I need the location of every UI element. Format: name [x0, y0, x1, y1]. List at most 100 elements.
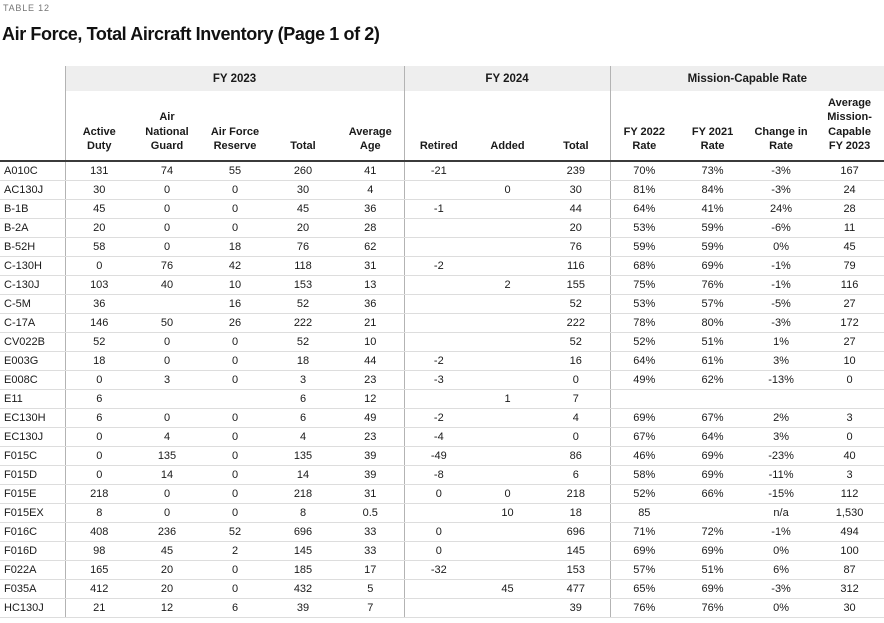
- cell: [403, 389, 474, 409]
- cell: [403, 275, 474, 295]
- cell: 0: [403, 522, 474, 542]
- cell: [678, 503, 748, 523]
- cell: -15%: [747, 484, 816, 504]
- cell: 0: [201, 484, 269, 504]
- table-row: C-5M 36 16 52 36 52 53% 57% -5% 27: [0, 294, 884, 314]
- cell: 0: [133, 237, 201, 257]
- cell: 52: [542, 332, 611, 352]
- cell: 69%: [678, 541, 748, 561]
- cell: 69%: [609, 408, 679, 428]
- cell: 218: [269, 484, 337, 504]
- cell: 6%: [747, 560, 816, 580]
- cell: 23: [337, 370, 405, 390]
- cell: 36: [64, 294, 133, 314]
- col-header-added: Added: [473, 91, 543, 162]
- cell: 412: [64, 579, 133, 599]
- cell: 6: [269, 389, 337, 409]
- cell: 260: [269, 161, 337, 181]
- cell: 59%: [678, 218, 748, 238]
- table-row: F016D 98 45 2 145 33 0 145 69% 69% 0% 100: [0, 541, 884, 561]
- cell: 61%: [678, 351, 748, 371]
- cell: 75%: [609, 275, 679, 295]
- cell: 18: [201, 237, 269, 257]
- cell: 0: [201, 446, 269, 466]
- group-header-fy2023: FY 2023: [64, 66, 405, 91]
- cell: 36: [337, 294, 405, 314]
- cell: 40: [133, 275, 201, 295]
- cell: 3: [269, 370, 337, 390]
- cell: 12: [337, 389, 405, 409]
- cell: 3: [133, 370, 201, 390]
- cell: -8: [403, 465, 474, 485]
- cell: 3%: [747, 427, 816, 447]
- cell: 7: [542, 389, 611, 409]
- aircraft-name: E003G: [0, 351, 65, 371]
- cell: 69%: [678, 446, 748, 466]
- cell: [403, 294, 474, 314]
- cell: 16: [201, 294, 269, 314]
- cell: 30: [815, 598, 884, 618]
- aircraft-name: EC130H: [0, 408, 65, 428]
- group-header-mission-capable-rate: Mission-Capable Rate: [609, 66, 884, 91]
- cell: 0: [201, 332, 269, 352]
- col-header-total-fy2023: Total: [269, 91, 337, 162]
- cell: 62: [337, 237, 405, 257]
- cell: 55: [201, 161, 269, 181]
- aircraft-name: E008C: [0, 370, 65, 390]
- col-header-retired: Retired: [403, 91, 474, 162]
- cell: [678, 389, 748, 409]
- group-header-fy2024: FY 2024: [403, 66, 611, 91]
- cell: 21: [64, 598, 133, 618]
- cell: 0%: [747, 237, 816, 257]
- cell: 26: [201, 313, 269, 333]
- cell: 116: [542, 256, 611, 276]
- cell: [473, 218, 543, 238]
- cell: [473, 256, 543, 276]
- cell: 31: [337, 256, 405, 276]
- table-row: F015EX 8 0 0 8 0.5 10 18 85 n/a 1,530: [0, 503, 884, 523]
- cell: 45: [133, 541, 201, 561]
- cell: 167: [815, 161, 884, 181]
- col-header-air-national-guard: Air National Guard: [133, 91, 201, 162]
- cell: -3%: [747, 313, 816, 333]
- table-row: F015C 0 135 0 135 39 -49 86 46% 69% -23% 40: [0, 446, 884, 466]
- cell: -13%: [747, 370, 816, 390]
- cell: -2: [403, 351, 474, 371]
- cell: 52: [201, 522, 269, 542]
- aircraft-name: CV022B: [0, 332, 65, 352]
- cell: 408: [64, 522, 133, 542]
- table-row: F016C 408 236 52 696 33 0 696 71% 72% -1% 494: [0, 522, 884, 542]
- cell: [473, 332, 543, 352]
- cell: 0: [201, 560, 269, 580]
- cell: -1%: [747, 522, 816, 542]
- cell: 45: [815, 237, 884, 257]
- cell: 0%: [747, 541, 816, 561]
- cell: 118: [269, 256, 337, 276]
- cell: 13: [337, 275, 405, 295]
- page-title: Air Force, Total Aircraft Inventory (Pag…: [2, 24, 380, 44]
- cell: 18: [542, 503, 611, 523]
- cell: -21: [403, 161, 474, 181]
- cell: 6: [269, 408, 337, 428]
- table-row: A010C 131 74 55 260 41 -21 239 70% 73% -3% 167: [0, 161, 884, 181]
- cell: 59%: [678, 237, 748, 257]
- cell: 0: [403, 541, 474, 561]
- cell: 20: [269, 218, 337, 238]
- cell: 65%: [609, 579, 679, 599]
- cell: 51%: [678, 332, 748, 352]
- table-row: HC130J 21 12 6 39 7 39 76% 76% 0% 30: [0, 598, 884, 618]
- cell: 49%: [609, 370, 679, 390]
- table-row: EC130J 0 4 0 4 23 -4 0 67% 64% 3% 0: [0, 427, 884, 447]
- cell: 31: [337, 484, 405, 504]
- cell: -2: [403, 256, 474, 276]
- cell: 84%: [678, 180, 748, 200]
- table-row: C-130H 0 76 42 118 31 -2 116 68% 69% -1% 79: [0, 256, 884, 276]
- aircraft-name: HC130J: [0, 598, 65, 618]
- aircraft-name: C-130H: [0, 256, 65, 276]
- cell: [473, 522, 543, 542]
- cell: 1%: [747, 332, 816, 352]
- cell: 39: [337, 446, 405, 466]
- cell: 68%: [609, 256, 679, 276]
- aircraft-name: C-130J: [0, 275, 65, 295]
- cell: 4: [337, 180, 405, 200]
